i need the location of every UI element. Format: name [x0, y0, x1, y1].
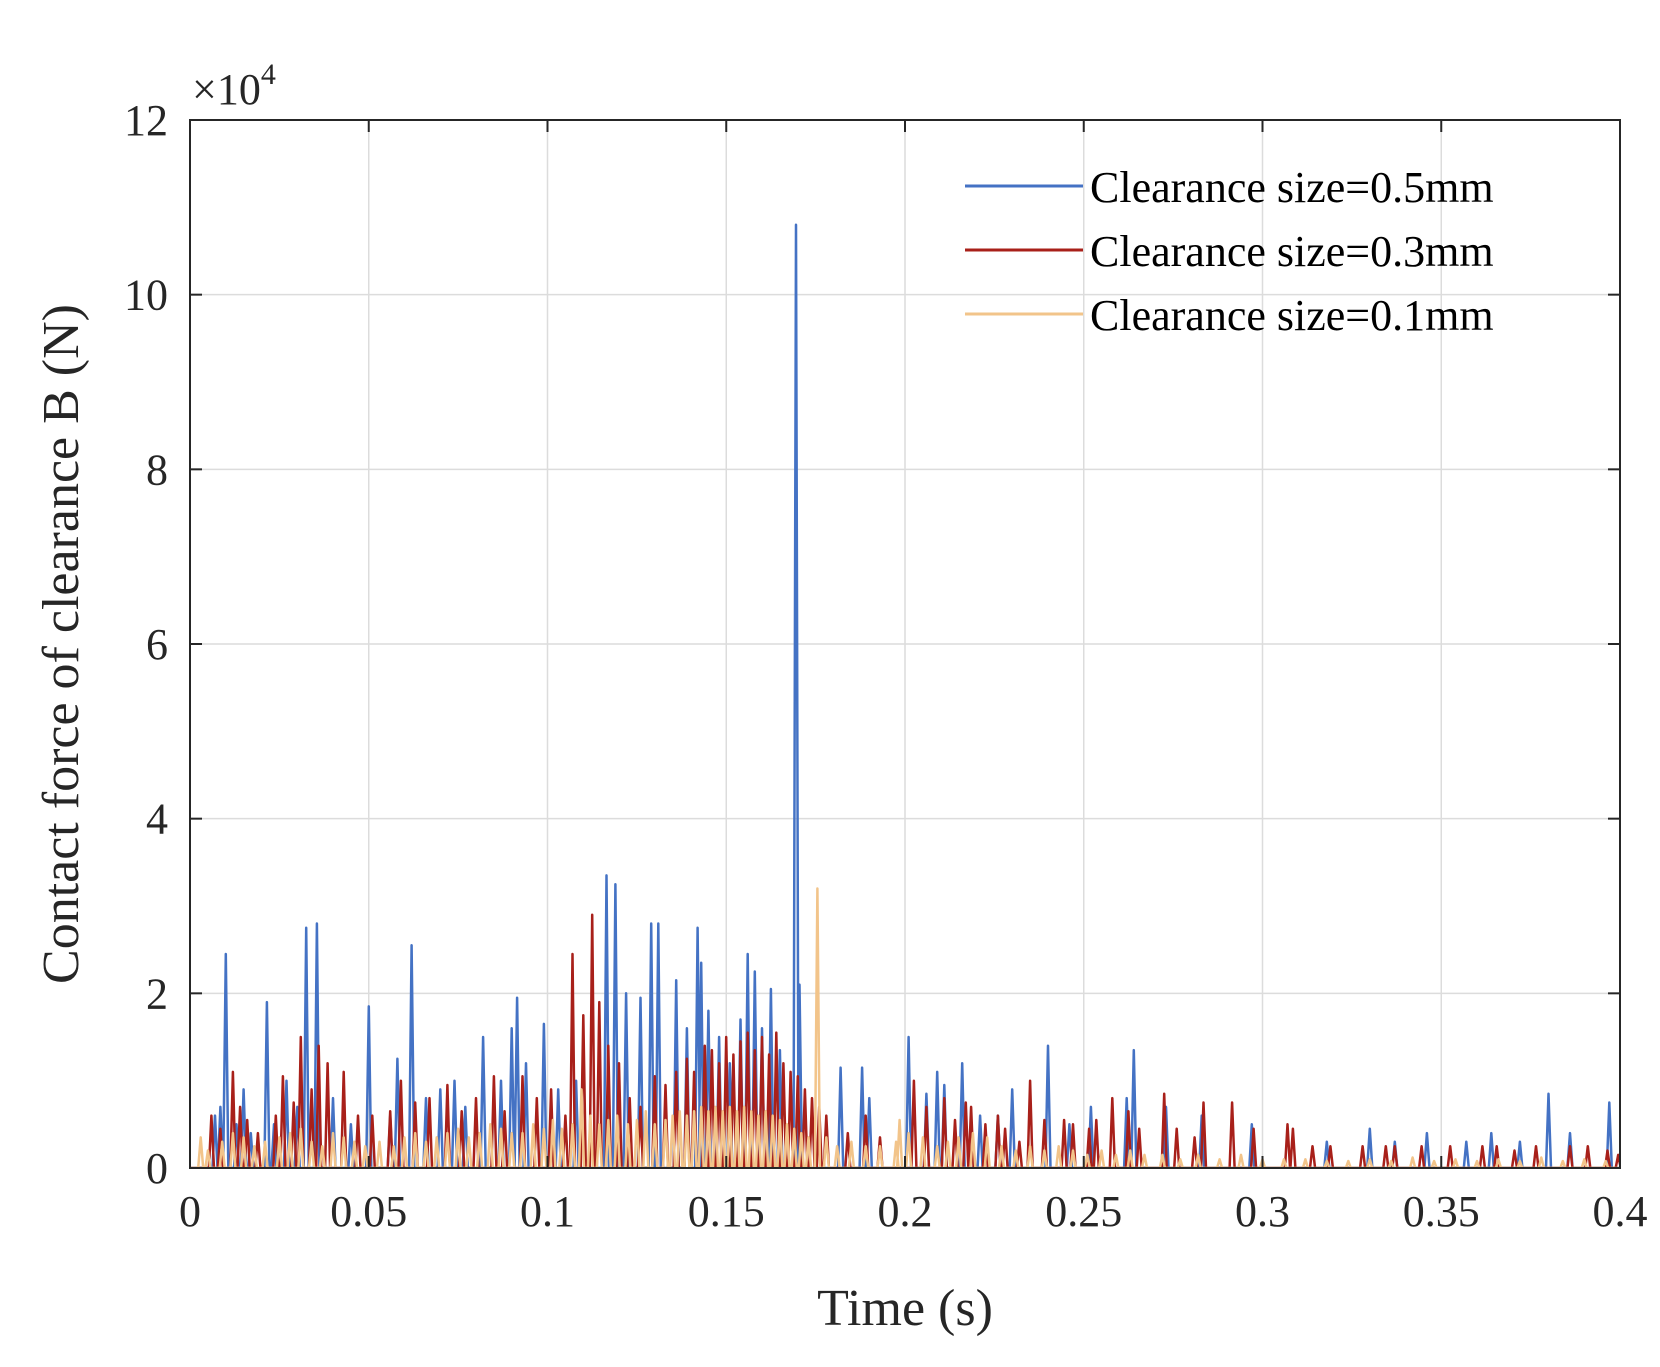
y-tick-label: 0	[146, 1144, 168, 1193]
series-group	[190, 223, 1620, 1168]
x-tick-label: 0.4	[1593, 1187, 1648, 1236]
x-tick-label: 0.1	[520, 1187, 575, 1236]
y-tick-label: 4	[146, 795, 168, 844]
series-line-3	[190, 887, 1620, 1168]
y-tick-label: 6	[146, 620, 168, 669]
x-tick-label: 0.2	[878, 1187, 933, 1236]
y-axis-title: Contact force of clearance B (N)	[33, 304, 90, 984]
y-tick-label: 12	[124, 96, 168, 145]
x-tick-label: 0.15	[688, 1187, 765, 1236]
y-tick-labels: 0 2 4 6 8 10 12	[124, 96, 168, 1193]
y-tick-label: 2	[146, 969, 168, 1018]
x-tick-label: 0.25	[1045, 1187, 1122, 1236]
y-exponent-label: ×104	[192, 58, 276, 114]
x-tick-label: 0.3	[1235, 1187, 1290, 1236]
y-tick-label: 10	[124, 271, 168, 320]
legend-label: Clearance size=0.3mm	[1090, 227, 1494, 276]
legend: Clearance size=0.5mm Clearance size=0.3mm…	[965, 163, 1494, 340]
y-tick-label: 8	[146, 445, 168, 494]
legend-label: Clearance size=0.1mm	[1090, 291, 1494, 340]
x-tick-label: 0.05	[330, 1187, 407, 1236]
series-line-1	[190, 223, 1620, 1168]
ticks	[189, 119, 1621, 1169]
x-axis-title: Time (s)	[817, 1280, 993, 1337]
x-tick-label: 0	[179, 1187, 201, 1236]
x-tick-label: 0.35	[1403, 1187, 1480, 1236]
series-line-2	[190, 913, 1620, 1168]
legend-label: Clearance size=0.5mm	[1090, 163, 1494, 212]
x-tick-labels: 0 0.05 0.1 0.15 0.2 0.25 0.3 0.35 0.4	[179, 1187, 1648, 1236]
